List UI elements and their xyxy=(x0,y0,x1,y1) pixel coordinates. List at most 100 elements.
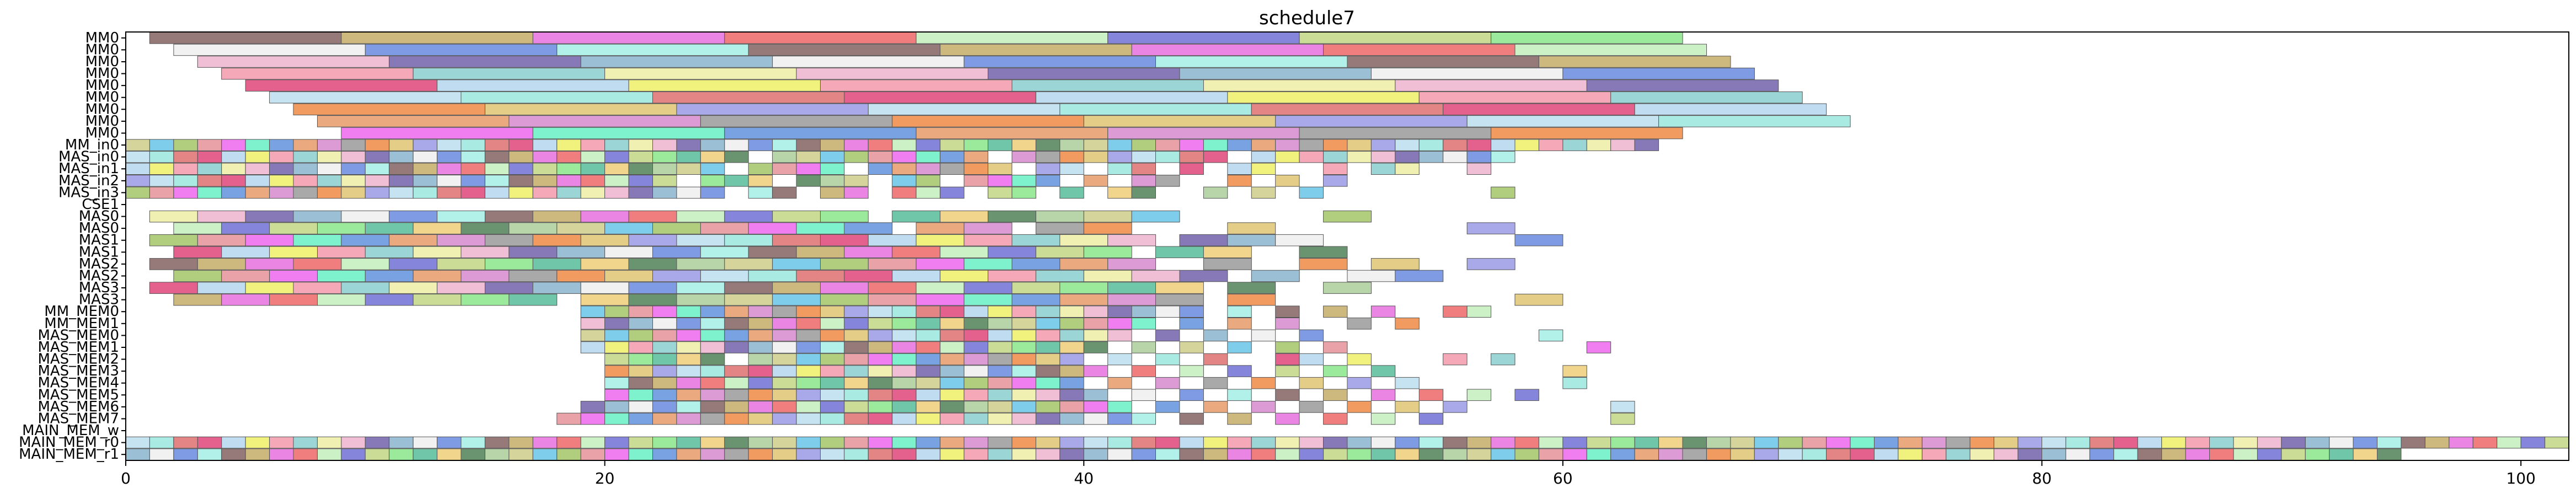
y-tick-label: MAS_MEM7 xyxy=(38,410,119,427)
gantt-bar xyxy=(2257,448,2282,461)
gantt-bar xyxy=(820,282,869,294)
gantt-bar xyxy=(1466,436,1492,449)
gantt-bar xyxy=(1083,305,1108,318)
gantt-bar xyxy=(245,186,270,199)
y-tick-label: MAS3 xyxy=(79,292,119,308)
gantt-bar xyxy=(1131,389,1156,401)
gantt-bar xyxy=(963,56,1156,68)
gantt-bar xyxy=(437,282,485,294)
gantt-bar xyxy=(892,163,917,175)
gantt-bar xyxy=(1466,115,1659,127)
gantt-bar xyxy=(915,448,941,461)
gantt-bar xyxy=(149,32,342,44)
gantt-bar xyxy=(293,163,318,175)
y-axis: MM0MM0MM0MM0MM0MM0MM0MM0MM0MM_in0MAS_in0… xyxy=(19,30,126,463)
gantt-bar xyxy=(724,234,773,246)
gantt-bar xyxy=(820,412,845,425)
gantt-bar xyxy=(963,436,988,449)
gantt-bar xyxy=(988,318,1013,330)
gantt-bar xyxy=(197,56,390,68)
gantt-bar xyxy=(1107,139,1132,151)
gantt-bar xyxy=(1946,448,1970,461)
gantt-bar xyxy=(724,282,773,294)
gantt-bar xyxy=(413,139,438,151)
gantt-bar xyxy=(1658,115,1851,127)
gantt-bar xyxy=(772,186,797,199)
gantt-bar xyxy=(1059,305,1084,318)
gantt-bar xyxy=(1083,270,1132,282)
gantt-bar xyxy=(1203,139,1228,151)
gantt-bar xyxy=(676,186,701,199)
gantt-bar xyxy=(772,163,797,175)
gantt-bar xyxy=(915,389,941,401)
gantt-bar xyxy=(1347,318,1372,330)
gantt-bar xyxy=(963,222,1013,234)
gantt-bar xyxy=(221,293,270,306)
gantt-bar xyxy=(365,163,390,175)
gantt-bar xyxy=(580,56,773,68)
gantt-bar xyxy=(1299,353,1324,366)
gantt-bar xyxy=(748,436,773,449)
gantt-bar xyxy=(2281,448,2306,461)
gantt-bar xyxy=(604,186,629,199)
gantt-bar xyxy=(1395,151,1420,163)
gantt-bar xyxy=(1275,389,1300,401)
gantt-bar xyxy=(125,448,150,461)
gantt-bar xyxy=(1850,448,1875,461)
gantt-bar xyxy=(1035,222,1084,234)
gantt-bar xyxy=(652,270,701,282)
gantt-bar xyxy=(2305,448,2330,461)
gantt-bar xyxy=(628,234,677,246)
gantt-bar xyxy=(1395,139,1420,151)
gantt-bar xyxy=(389,186,414,199)
gantt-bar xyxy=(365,175,390,187)
gantt-bar xyxy=(1323,282,1372,294)
gantt-bar xyxy=(604,67,797,80)
gantt-bar xyxy=(748,270,797,282)
gantt-bar xyxy=(1491,127,1683,139)
gantt-bar xyxy=(365,222,414,234)
gantt-bar xyxy=(1347,151,1372,163)
gantt-bar xyxy=(1131,341,1156,353)
gantt-bar xyxy=(197,163,222,175)
gantt-bar xyxy=(317,151,342,163)
gantt-bar xyxy=(796,151,821,163)
gantt-bar xyxy=(197,282,246,294)
gantt-bar xyxy=(365,436,390,449)
y-tick-label: MM0 xyxy=(85,125,119,141)
gantt-bar xyxy=(748,305,773,318)
gantt-bar xyxy=(1131,305,1156,318)
gantt-bar xyxy=(844,436,869,449)
gantt-bar xyxy=(652,448,677,461)
gantt-bar xyxy=(844,389,869,401)
gantt-bar xyxy=(988,436,1013,449)
gantt-bar xyxy=(556,151,581,163)
gantt-bar xyxy=(1491,436,1515,449)
gantt-bar xyxy=(1347,56,1539,68)
gantt-bar xyxy=(820,341,845,353)
gantt-bar xyxy=(221,186,246,199)
gantt-bar xyxy=(748,353,773,366)
gantt-bar xyxy=(963,151,988,163)
gantt-bar xyxy=(1586,341,1611,353)
gantt-bar xyxy=(1107,186,1132,199)
gantt-bar xyxy=(1514,293,1563,306)
gantt-bar xyxy=(652,353,677,366)
gantt-bar xyxy=(844,401,869,413)
gantt-bar xyxy=(772,56,965,68)
y-tick-label: MM0 xyxy=(85,113,119,130)
gantt-bar xyxy=(748,222,797,234)
gantt-bar xyxy=(1011,365,1036,377)
gantt-bar xyxy=(844,91,1036,104)
gantt-bar xyxy=(867,151,893,163)
gantt-bar xyxy=(915,293,965,306)
gantt-bar xyxy=(772,329,797,342)
gantt-bar xyxy=(844,270,893,282)
gantt-bar xyxy=(1203,329,1228,342)
gantt-bar xyxy=(604,377,629,389)
gantt-bar xyxy=(988,163,1013,175)
gantt-bar xyxy=(1994,448,2018,461)
gantt-bar xyxy=(556,246,606,259)
gantt-bar xyxy=(676,436,701,449)
